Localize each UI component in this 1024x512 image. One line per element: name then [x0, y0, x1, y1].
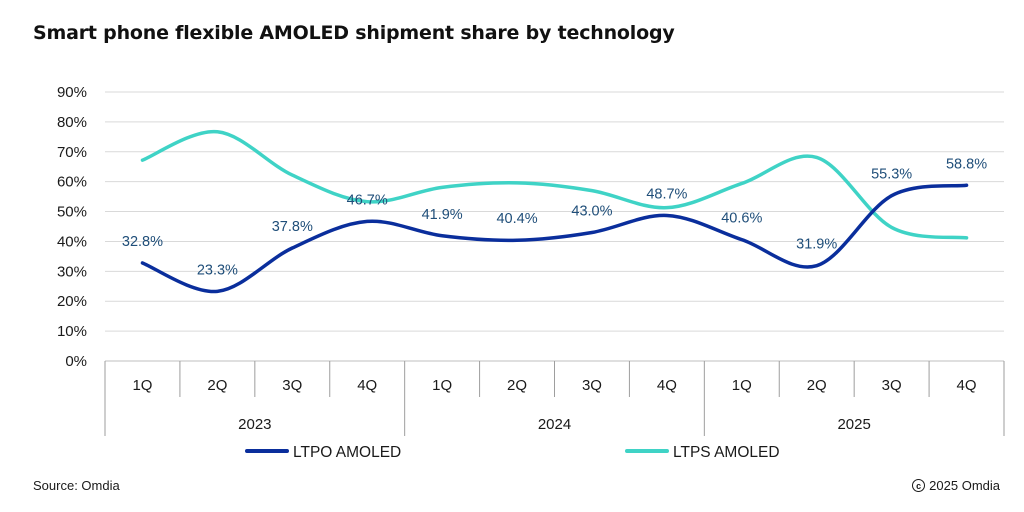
- series-line-ltpo-amoled: [140, 183, 969, 294]
- chart-title: Smart phone flexible AMOLED shipment sha…: [33, 22, 675, 44]
- year-label: 2023: [238, 416, 271, 433]
- year-label: 2025: [837, 416, 870, 433]
- y-tick-label: 70%: [57, 144, 87, 161]
- data-label: 48.7%: [646, 186, 687, 202]
- x-tick-label: 1Q: [732, 377, 752, 394]
- series-lines: [140, 129, 969, 294]
- x-tick-label: 3Q: [882, 377, 902, 394]
- copyright-note: c 2025 Omdia: [912, 478, 1000, 493]
- y-tick-label: 60%: [57, 174, 87, 191]
- x-axis: 1Q 2Q 3Q 4Q 1Q 2Q 3Q 4Q 1Q 2Q 3Q 4Q 2023 2024 2025: [104, 360, 1005, 436]
- x-tick-label: 4Q: [357, 377, 377, 394]
- data-label: 55.3%: [871, 167, 912, 183]
- x-tick-label: 1Q: [432, 377, 452, 394]
- data-label: 23.3%: [197, 262, 238, 278]
- x-tick-label: 3Q: [282, 377, 302, 394]
- x-tick-label: 4Q: [657, 377, 677, 394]
- x-tick-label: 2Q: [507, 377, 527, 394]
- y-tick-label: 90%: [57, 84, 87, 101]
- x-tick-label: 1Q: [132, 377, 152, 394]
- data-label: 40.6%: [721, 211, 762, 227]
- data-label: 31.9%: [796, 237, 837, 253]
- y-tick-label: 0%: [65, 353, 87, 370]
- y-tick-label: 30%: [57, 263, 87, 280]
- copyright-icon: c: [912, 479, 926, 492]
- legend: LTPO AMOLED LTPS AMOLED: [245, 444, 780, 461]
- y-tick-label: 10%: [57, 323, 87, 340]
- legend-label: LTPO AMOLED: [293, 444, 401, 461]
- y-axis: 0% 10% 20% 30% 40% 50% 60% 70% 80% 90%: [57, 84, 87, 370]
- y-tick-label: 40%: [57, 233, 87, 250]
- data-label: 32.8%: [122, 234, 163, 250]
- y-tick-label: 50%: [57, 204, 87, 221]
- y-tick-label: 20%: [57, 293, 87, 310]
- data-label: 46.7%: [347, 192, 388, 208]
- y-tick-label: 80%: [57, 114, 87, 131]
- year-label: 2024: [538, 416, 571, 433]
- data-label: 58.8%: [946, 156, 987, 172]
- data-label: 37.8%: [272, 219, 313, 235]
- copyright-text: 2025 Omdia: [929, 478, 1000, 493]
- legend-label: LTPS AMOLED: [673, 444, 780, 461]
- gridlines: [105, 91, 1004, 332]
- x-tick-label: 3Q: [582, 377, 602, 394]
- data-labels: 32.8% 23.3% 37.8% 46.7% 41.9% 40.4% 43.0% 48.7%…: [122, 156, 987, 278]
- data-label: 41.9%: [422, 207, 463, 223]
- series-line-ltps-amoled: [140, 129, 969, 240]
- x-tick-label: 2Q: [207, 377, 227, 394]
- data-label: 43.0%: [571, 203, 612, 219]
- data-label: 40.4%: [496, 211, 537, 227]
- x-tick-label: 4Q: [957, 377, 977, 394]
- source-note: Source: Omdia: [33, 478, 120, 493]
- x-tick-label: 2Q: [807, 377, 827, 394]
